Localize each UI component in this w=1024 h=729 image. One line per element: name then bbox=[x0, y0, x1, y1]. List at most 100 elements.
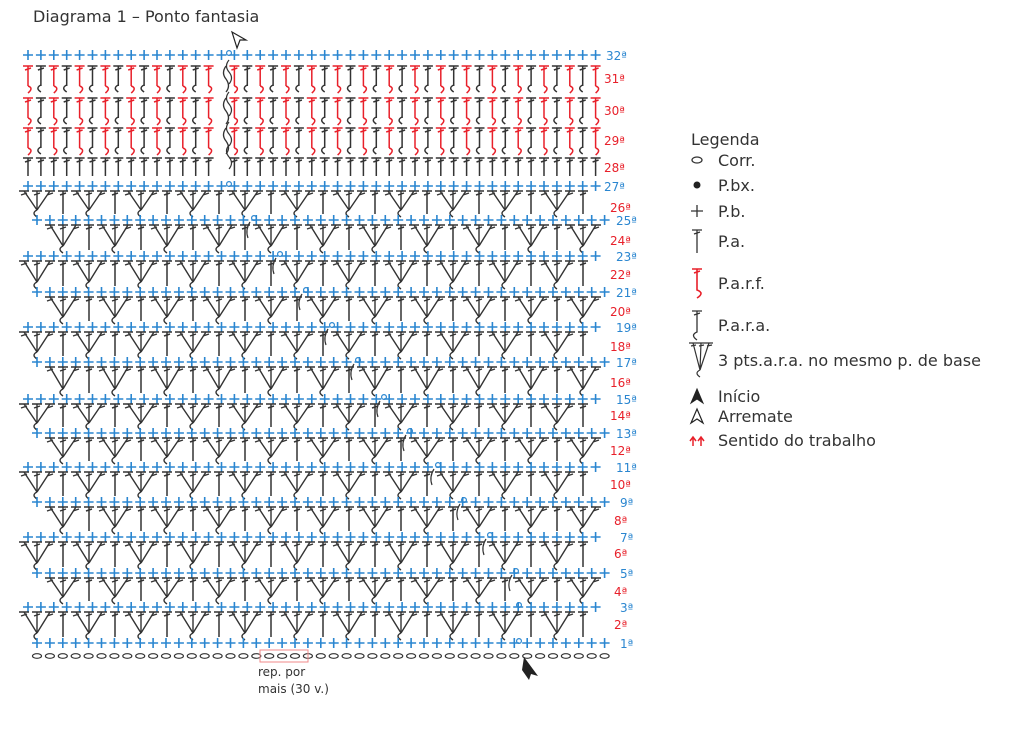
single-crochet-stitch bbox=[173, 215, 184, 225]
single-crochet-mark bbox=[199, 428, 210, 438]
double-crochet-stitch bbox=[370, 471, 380, 496]
post-hook-mark bbox=[345, 632, 350, 641]
single-crochet-mark bbox=[281, 462, 291, 472]
post-hook-mark bbox=[166, 84, 171, 93]
post-stitch-mark bbox=[296, 403, 315, 424]
single-crochet-mark bbox=[238, 568, 249, 578]
post-hook-mark bbox=[475, 245, 480, 254]
single-crochet-mark bbox=[203, 394, 214, 404]
single-crochet-stitch bbox=[461, 50, 472, 60]
chain-turn-mark bbox=[222, 65, 230, 93]
single-crochet-mark bbox=[113, 181, 124, 191]
single-crochet-stitch bbox=[384, 181, 395, 191]
three-post-fan bbox=[357, 506, 393, 535]
post-stitch-mark bbox=[435, 471, 454, 493]
post-hook-mark bbox=[33, 351, 38, 360]
three-post-fan bbox=[149, 437, 185, 465]
single-crochet-stitch bbox=[599, 428, 610, 438]
single-crochet-stitch bbox=[87, 251, 98, 261]
stitch-mark bbox=[318, 403, 328, 427]
post-hook-mark bbox=[398, 146, 403, 155]
single-crochet-stitch bbox=[345, 181, 356, 191]
stitch-mark bbox=[58, 403, 68, 427]
single-crochet-mark bbox=[448, 462, 459, 472]
stitch-mark bbox=[266, 611, 276, 637]
chain-stitch bbox=[83, 653, 94, 659]
chain-stitch bbox=[470, 653, 481, 659]
single-crochet-stitch bbox=[203, 322, 214, 332]
single-crochet-mark bbox=[44, 357, 55, 367]
double-crochet-icon bbox=[692, 229, 702, 253]
post-stitch-mark bbox=[530, 437, 549, 458]
single-crochet-stitch bbox=[216, 394, 227, 404]
post-hook-mark bbox=[569, 85, 574, 94]
post-stitch-mark bbox=[500, 471, 510, 492]
row-label: 16ª bbox=[610, 376, 631, 390]
post-stitch-mark bbox=[162, 366, 172, 389]
single-crochet-stitch bbox=[590, 181, 601, 191]
front-post-stitch bbox=[384, 127, 395, 156]
front-post-stitch bbox=[229, 65, 240, 94]
single-crochet-stitch bbox=[551, 322, 562, 332]
post-stitch-mark bbox=[45, 366, 64, 390]
single-crochet-mark bbox=[487, 251, 498, 261]
single-crochet-stitch bbox=[173, 357, 184, 367]
post-stitch-mark bbox=[513, 577, 532, 598]
single-crochet-stitch bbox=[216, 181, 227, 191]
single-crochet-mark bbox=[448, 322, 459, 332]
front-post-stitch bbox=[48, 127, 59, 156]
post-hook-mark bbox=[527, 388, 532, 397]
three-post-fan bbox=[227, 190, 263, 218]
single-crochet-mark bbox=[500, 462, 511, 472]
post-stitch-mark bbox=[578, 506, 588, 527]
single-crochet-stitch bbox=[422, 462, 433, 472]
post-stitch-mark bbox=[97, 506, 116, 528]
back-post-stitch bbox=[577, 65, 588, 93]
single-crochet-stitch bbox=[384, 602, 395, 612]
single-crochet-mark bbox=[410, 602, 420, 612]
three-post-fan bbox=[409, 366, 445, 397]
double-crochet-stitch bbox=[188, 366, 198, 393]
single-crochet-mark bbox=[431, 568, 442, 578]
front-post-stitch bbox=[358, 97, 369, 126]
post-hook-mark bbox=[259, 117, 264, 126]
single-crochet-stitch bbox=[397, 181, 408, 191]
post-stitch-mark bbox=[582, 577, 601, 598]
post-stitch-mark bbox=[383, 471, 402, 493]
post-hook-mark bbox=[114, 146, 119, 155]
single-crochet-mark bbox=[164, 394, 175, 404]
post-stitch-mark bbox=[45, 506, 64, 528]
single-crochet-stitch bbox=[152, 462, 162, 472]
repeat-bracket bbox=[259, 649, 309, 663]
single-crochet-stitch bbox=[126, 50, 137, 60]
single-crochet-mark bbox=[590, 322, 601, 332]
single-crochet-stitch bbox=[277, 357, 288, 367]
three-post-fan bbox=[565, 506, 601, 535]
single-crochet-mark bbox=[332, 532, 343, 542]
double-crochet-stitch bbox=[344, 506, 354, 531]
post-stitch-mark bbox=[448, 260, 458, 282]
single-crochet-stitch bbox=[203, 394, 214, 404]
post-stitch-mark bbox=[322, 577, 341, 598]
stitch-mark bbox=[100, 127, 111, 148]
single-crochet-mark bbox=[393, 428, 404, 438]
single-crochet-stitch bbox=[212, 428, 223, 438]
post-stitch-mark bbox=[36, 403, 55, 424]
post-stitch-mark bbox=[58, 506, 68, 527]
post-stitch-mark bbox=[114, 366, 133, 390]
stitch-mark bbox=[162, 260, 172, 286]
single-crochet-stitch bbox=[586, 215, 597, 225]
post-hook-mark bbox=[346, 84, 351, 93]
double-crochet-stitch bbox=[162, 611, 172, 637]
double-crochet-stitch bbox=[578, 541, 588, 567]
single-crochet-mark bbox=[487, 394, 498, 404]
post-stitch-mark bbox=[192, 331, 211, 353]
single-crochet-mark bbox=[186, 568, 197, 578]
three-post-fan bbox=[539, 471, 575, 500]
three-post-fan bbox=[357, 366, 393, 397]
stitch-mark bbox=[539, 97, 549, 118]
stitch-mark bbox=[281, 127, 291, 148]
single-crochet-stitch bbox=[173, 568, 184, 578]
single-crochet-stitch bbox=[522, 568, 533, 578]
single-crochet-mark bbox=[212, 497, 223, 507]
